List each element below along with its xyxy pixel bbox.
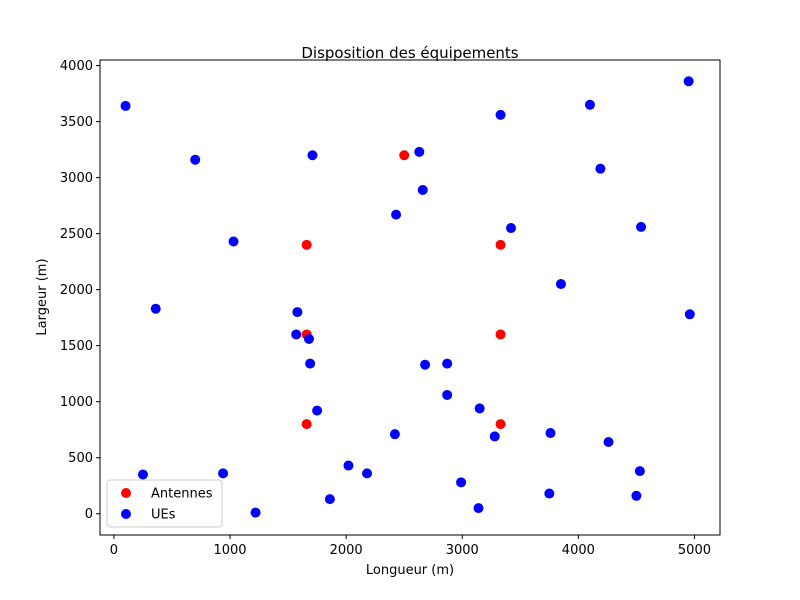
legend-marker-ues [121,509,131,519]
point-ues-11 [312,405,323,416]
point-antennes-3 [399,150,410,161]
point-ues-20 [420,359,431,370]
x-tick-label: 4000 [562,543,595,558]
y-axis-label: Largeur (m) [35,258,50,335]
point-ues-18 [414,146,425,157]
plot-area [100,60,720,535]
point-ues-8 [291,329,302,340]
point-antennes-4 [495,239,506,250]
point-ues-28 [506,223,517,234]
data-marks [120,76,695,518]
chart-title: Disposition des équipements [301,44,518,62]
point-ues-38 [683,76,694,87]
point-ues-23 [456,477,467,488]
point-ues-29 [545,428,556,439]
point-ues-9 [303,333,314,344]
point-ues-10 [305,358,316,369]
legend-label-ues: UEs [151,508,176,523]
point-ues-14 [362,468,373,479]
point-ues-12 [307,150,318,161]
point-ues-7 [292,307,303,318]
y-tick-label: 2500 [60,227,93,242]
point-antennes-0 [301,239,312,250]
point-ues-30 [544,488,555,499]
point-ues-35 [631,490,642,501]
x-tick-label: 3000 [446,543,479,558]
point-antennes-6 [495,419,506,430]
legend-box [106,479,223,528]
y-tick-label: 0 [85,507,93,522]
y-tick-label: 3500 [60,115,93,130]
legend: Antennes UEs [106,479,223,528]
point-ues-22 [442,389,453,400]
point-ues-4 [137,469,148,480]
point-ues-1 [190,154,201,165]
point-ues-19 [417,184,428,195]
x-tick-label: 5000 [678,543,711,558]
x-axis-ticks: 0 1000 2000 3000 4000 5000 [110,535,711,558]
point-ues-5 [218,468,229,479]
point-ues-25 [474,403,485,414]
point-ues-21 [442,358,453,369]
point-ues-32 [584,99,595,110]
y-tick-label: 500 [68,451,93,466]
y-tick-label: 4000 [60,59,93,74]
legend-marker-antennes [121,488,131,498]
y-tick-label: 3000 [60,171,93,186]
axes [99,59,721,536]
point-antennes-2 [301,419,312,430]
x-tick-label: 0 [110,543,118,558]
x-axis-label: Longueur (m) [366,563,454,578]
point-ues-15 [324,494,335,505]
point-ues-39 [684,309,695,320]
x-tick-label: 2000 [330,543,363,558]
point-ues-36 [634,466,645,477]
point-ues-0 [120,100,131,111]
point-ues-16 [389,429,400,440]
point-antennes-5 [495,329,506,340]
point-ues-27 [495,109,506,120]
plot-frame [99,59,721,536]
point-ues-24 [473,503,484,514]
point-ues-26 [489,431,500,442]
x-tick-label: 1000 [213,543,246,558]
point-ues-13 [343,460,354,471]
legend-label-antennes: Antennes [151,487,213,502]
y-tick-label: 1500 [60,339,93,354]
point-ues-17 [391,209,402,220]
point-ues-31 [555,279,566,290]
point-ues-34 [603,437,614,448]
point-ues-2 [228,236,239,247]
point-ues-37 [636,221,647,232]
y-axis-ticks: 0 500 1000 1500 2000 2500 3000 3500 4000 [60,59,100,522]
y-tick-label: 1000 [60,395,93,410]
point-ues-3 [150,303,161,314]
point-ues-33 [595,163,606,174]
point-ues-6 [250,507,261,518]
y-tick-label: 2000 [60,283,93,298]
